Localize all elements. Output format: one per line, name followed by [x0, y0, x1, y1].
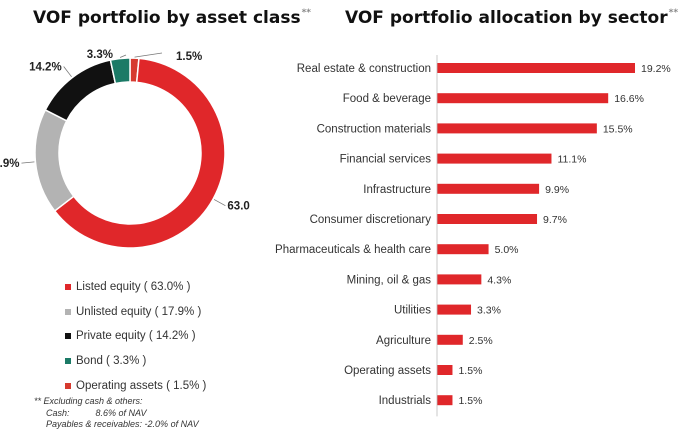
donut-leader-line: [134, 52, 163, 58]
bar-value-label-construction-materials: 15.5%: [603, 123, 633, 135]
donut-data-label-private-equity: 14.2%: [29, 61, 62, 73]
legend-swatch: [65, 358, 71, 365]
legend-swatch: [65, 382, 71, 389]
donut-slice-bond: [109, 57, 131, 85]
category-label-operating-assets: Operating assets: [344, 365, 431, 377]
bar-value-label-food-beverage: 16.6%: [614, 93, 644, 105]
footnote-heading: ** Excluding cash & others:: [34, 396, 143, 406]
legend-item-operating-assets: Operating assets ( 1.5% ): [65, 373, 206, 398]
legend-swatch: [65, 308, 71, 315]
donut-data-label-unlisted-equity: 17.9%: [0, 158, 19, 170]
bar-financial-services: [437, 153, 552, 164]
bar-value-label-mining-oil-gas: 4.3%: [487, 274, 511, 286]
legend-swatch: [65, 284, 71, 291]
donut-leader-line: [21, 161, 35, 164]
category-label-infrastructure: Infrastructure: [363, 184, 431, 196]
asset-class-chart-title: VOF portfolio by asset class**: [33, 8, 312, 28]
category-label-food-beverage: Food & beverage: [343, 93, 431, 105]
footnote-cash-row: Cash: 8.6% of NAV: [34, 408, 199, 420]
bar-value-label-financial-services: 11.1%: [557, 154, 586, 166]
bar-value-label-utilities: 3.3%: [477, 305, 501, 317]
category-label-consumer-discretionary: Consumer discretionary: [310, 214, 432, 226]
category-label-utilities: Utilities: [394, 305, 431, 317]
footnote: ** Excluding cash & others: Cash: 8.6% o…: [34, 396, 199, 431]
donut-data-label-listed-equity: 63.0%: [227, 201, 250, 213]
donut-leader-line: [119, 54, 127, 58]
legend-item-unlisted-equity: Unlisted equity ( 17.9% ): [65, 300, 206, 325]
footnote-cash-label: Cash:: [46, 407, 70, 418]
legend-item-private-equity: Private equity ( 14.2% ): [65, 324, 206, 349]
sector-chart-title: VOF portfolio allocation by sector**: [345, 8, 679, 28]
legend-item-bond: Bond ( 3.3% ): [65, 349, 206, 374]
asset-class-legend: Listed equity ( 63.0% ) Unlisted equity …: [65, 275, 206, 398]
category-label-financial-services: Financial services: [340, 154, 432, 166]
donut-data-label-operating-assets: 1.5%: [176, 51, 202, 63]
bar-food-beverage: [437, 93, 609, 104]
bar-industrials: [437, 395, 453, 406]
donut-leader-line: [213, 199, 226, 207]
bar-operating-assets: [437, 365, 453, 375]
bar-value-label-real-estate-construction: 19.2%: [641, 63, 671, 75]
bar-mining-oil-gas: [437, 274, 482, 285]
legend-swatch: [65, 333, 71, 340]
bar-infrastructure: [437, 183, 540, 194]
bar-value-label-agriculture: 2.5%: [469, 335, 493, 347]
bar-value-label-infrastructure: 9.9%: [545, 184, 569, 196]
category-label-construction-materials: Construction materials: [317, 123, 432, 135]
asset-class-donut-chart: 1.5% 63.0% 17.9% 14.2% 3.3%: [0, 49, 250, 249]
category-label-industrials: Industrials: [379, 395, 432, 407]
bar-value-label-consumer-discretionary: 9.7%: [543, 214, 567, 226]
bar-construction-materials: [437, 123, 597, 134]
category-label-mining-oil-gas: Mining, oil & gas: [347, 274, 432, 286]
legend-item-listed-equity: Listed equity ( 63.0% ): [65, 275, 206, 300]
footnote-cash-value: 8.6% of NAV: [95, 407, 147, 418]
bar-consumer-discretionary: [437, 214, 538, 224]
sector-bar-chart: Real estate & construction 19.2% Food & be…: [275, 55, 671, 417]
bar-utilities: [437, 304, 472, 315]
bar-real-estate-construction: [437, 63, 635, 73]
bar-value-label-pharmaceuticals-health-care: 5.0%: [495, 244, 519, 256]
bar-value-label-operating-assets: 1.5%: [458, 365, 482, 377]
category-label-pharmaceuticals-health-care: Pharmaceuticals & health care: [275, 244, 431, 256]
donut-slice-unlisted-equity: [34, 108, 75, 212]
category-label-real-estate-construction: Real estate & construction: [297, 63, 431, 75]
category-label-agriculture: Agriculture: [376, 335, 431, 347]
bar-value-label-industrials: 1.5%: [458, 395, 482, 407]
donut-slice-listed-equity: [53, 57, 226, 249]
bar-pharmaceuticals-health-care: [437, 244, 489, 255]
donut-leader-line: [63, 66, 72, 78]
footnote-payables: Payables & receivables: -2.0% of NAV: [46, 419, 199, 429]
donut-data-label-bond: 3.3%: [87, 49, 113, 61]
bar-agriculture: [437, 334, 463, 345]
